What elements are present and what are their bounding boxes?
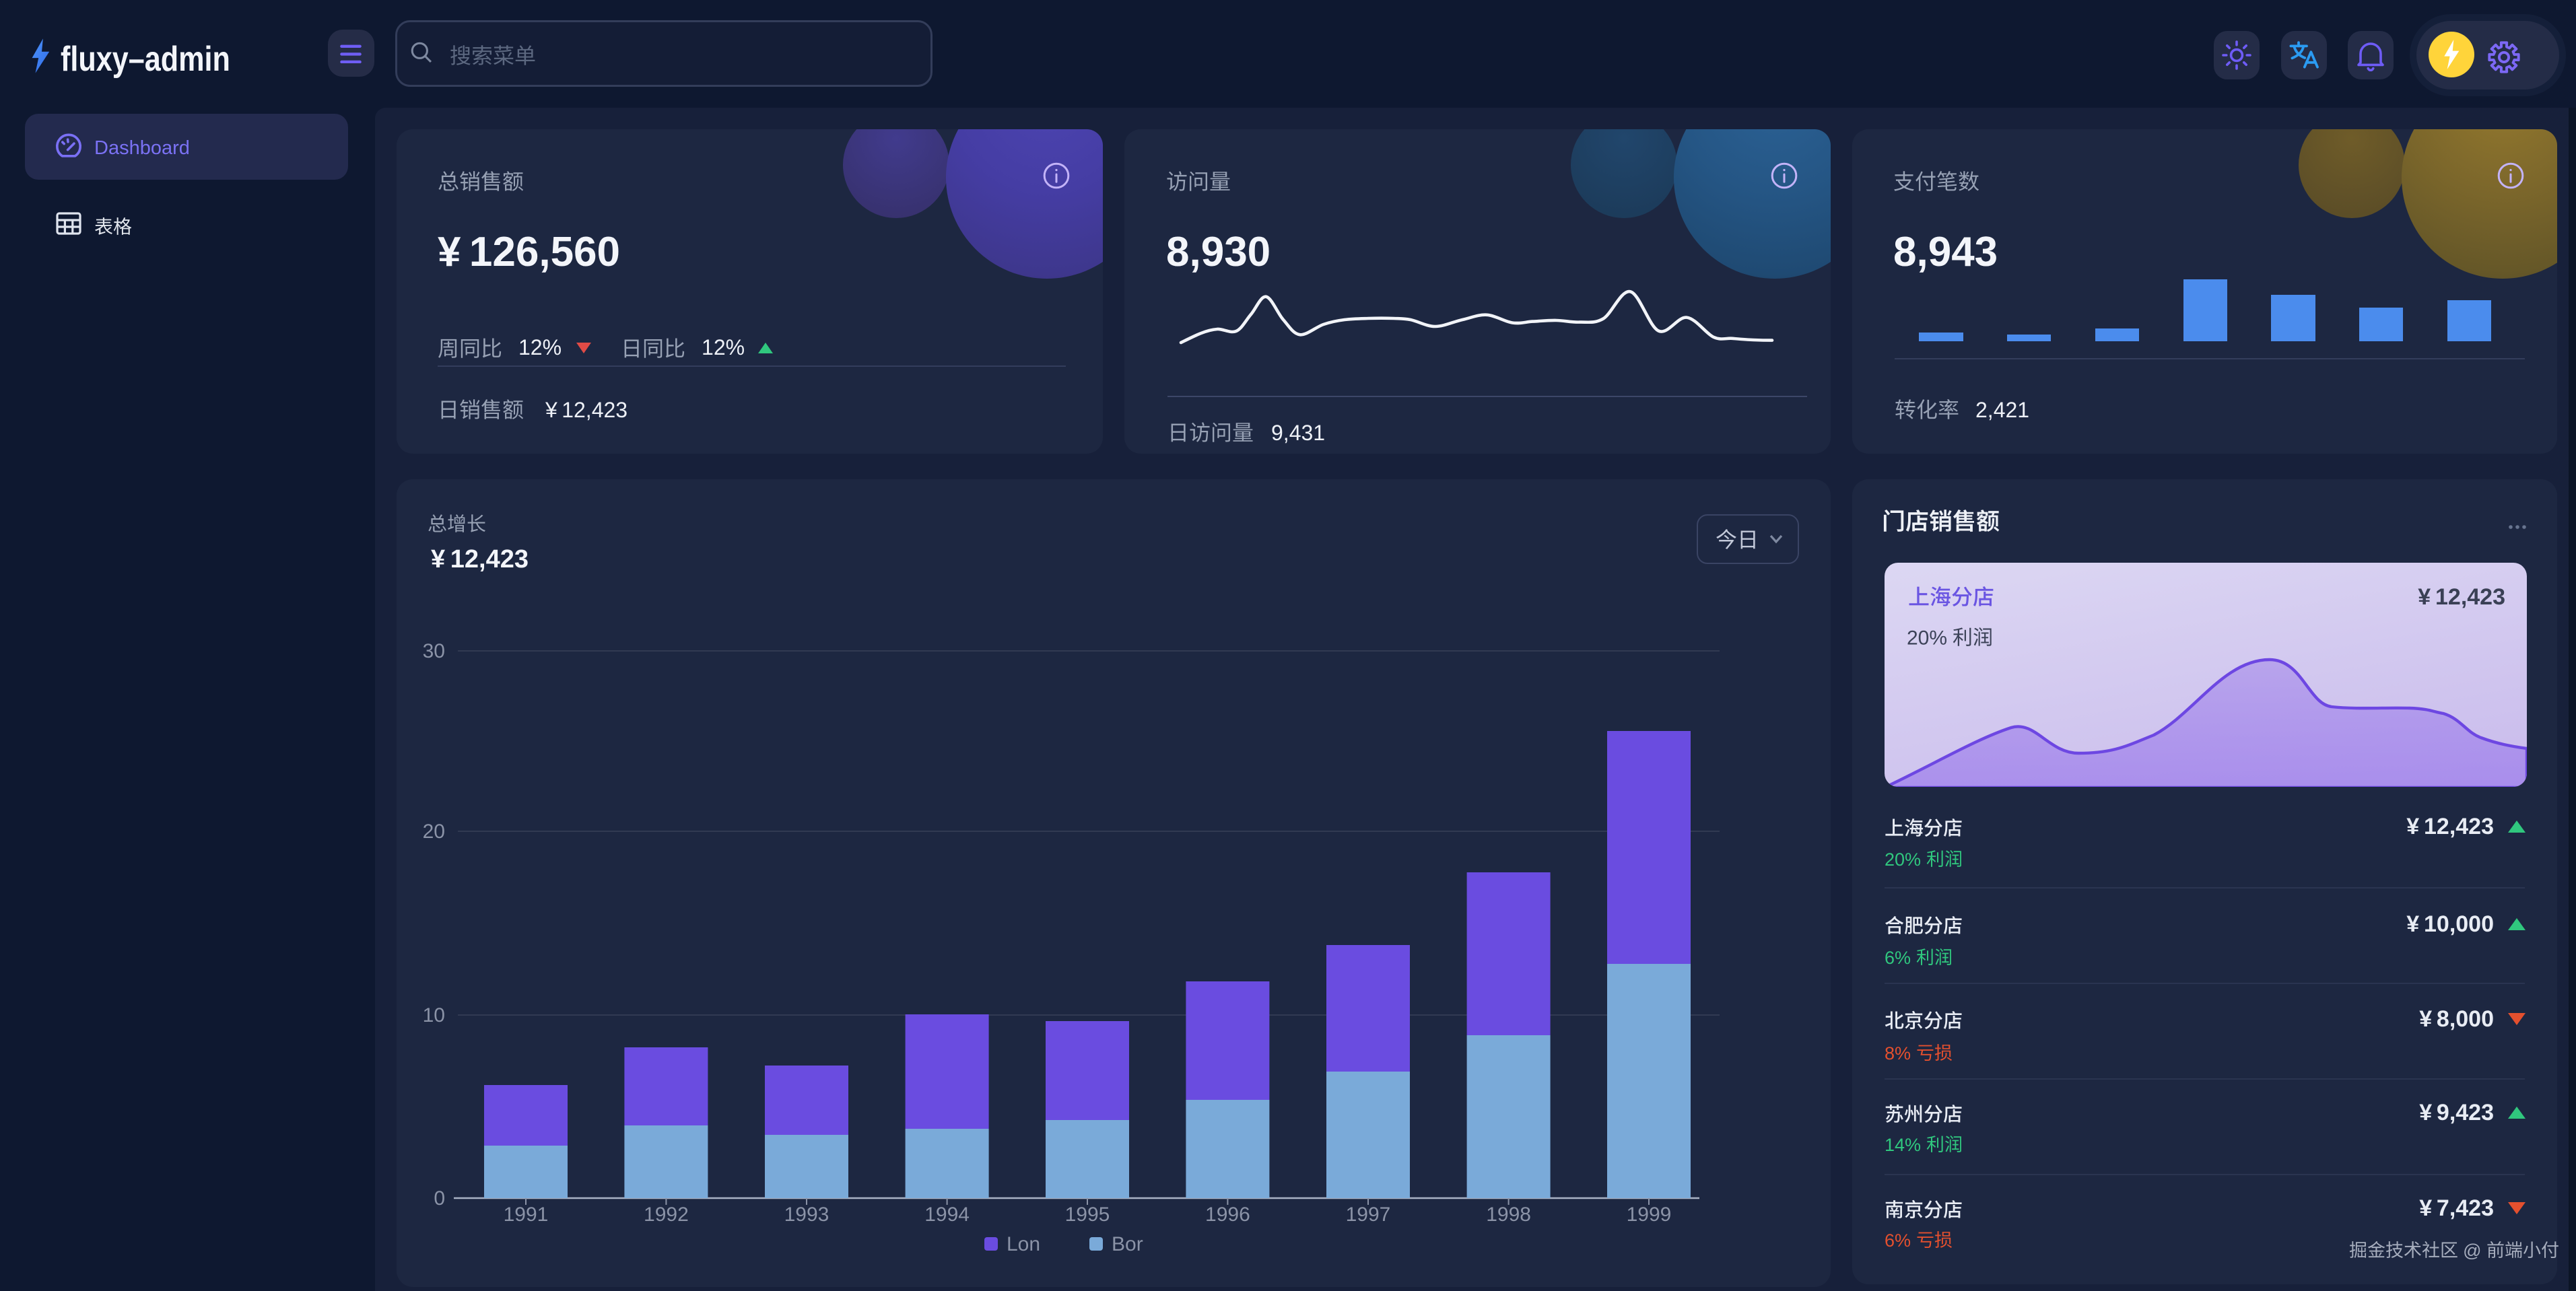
svg-text:Lon: Lon <box>1007 1233 1040 1255</box>
svg-text:1992: 1992 <box>644 1203 689 1226</box>
svg-text:10: 10 <box>423 1004 445 1026</box>
svg-text:1994: 1994 <box>924 1203 970 1226</box>
svg-text:Bor: Bor <box>1112 1233 1143 1255</box>
svg-text:30: 30 <box>423 640 445 662</box>
svg-text:1996: 1996 <box>1205 1203 1250 1226</box>
svg-text:1995: 1995 <box>1065 1203 1110 1226</box>
svg-text:1999: 1999 <box>1627 1203 1672 1226</box>
svg-text:1991: 1991 <box>504 1203 549 1226</box>
svg-text:1993: 1993 <box>784 1203 829 1226</box>
svg-text:1997: 1997 <box>1346 1203 1391 1226</box>
svg-text:0: 0 <box>434 1187 445 1210</box>
svg-text:20: 20 <box>423 821 445 843</box>
svg-text:1998: 1998 <box>1486 1203 1531 1226</box>
